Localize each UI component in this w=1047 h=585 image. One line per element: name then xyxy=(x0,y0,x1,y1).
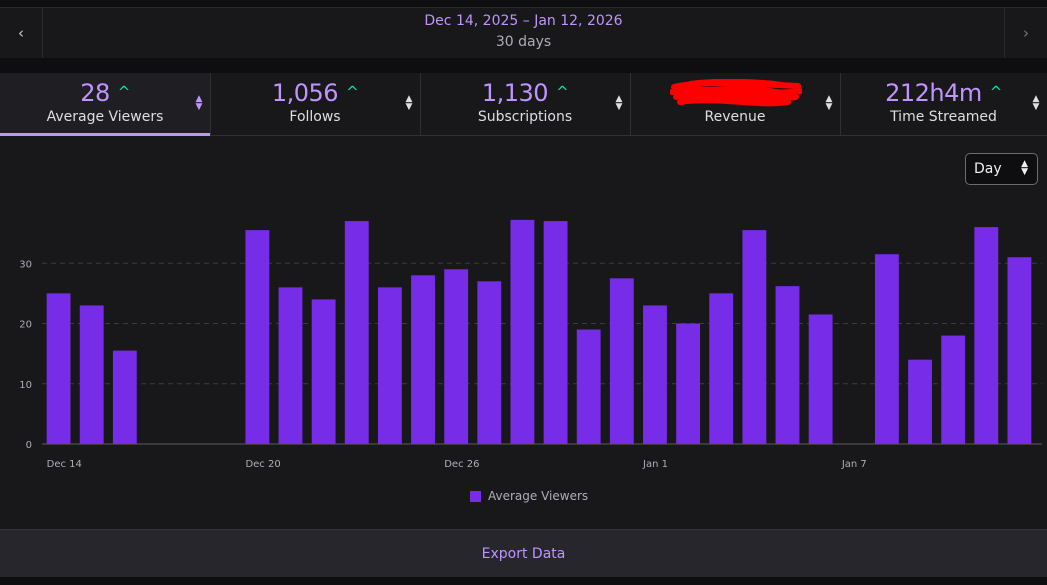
tab-average-viewers[interactable]: 28 ^ Average Viewers ▲ ▼ xyxy=(0,73,211,136)
bar xyxy=(709,293,734,444)
previous-period-button[interactable]: ‹ xyxy=(0,8,43,58)
bar xyxy=(411,275,435,444)
tab-label: Average Viewers xyxy=(46,109,164,125)
granularity-value: Day xyxy=(974,161,1002,177)
bar xyxy=(245,230,270,444)
chevron-right-icon: › xyxy=(1023,24,1029,42)
bar xyxy=(676,323,701,444)
trend-up-icon: ^ xyxy=(556,83,569,101)
tab-subscriptions[interactable]: 1,130 ^ Subscriptions ▲ ▼ xyxy=(420,73,631,135)
date-range-label: Dec 14, 2025 – Jan 12, 2026 xyxy=(424,13,623,29)
legend-label: Average Viewers xyxy=(488,489,589,503)
x-tick-label: Jan 1 xyxy=(642,459,668,470)
sort-icon: ▲ ▼ xyxy=(615,94,623,112)
legend-swatch xyxy=(470,490,481,502)
chart-legend: Average Viewers xyxy=(470,488,588,504)
tab-time-streamed[interactable]: 212h4m ^ Time Streamed ▲ ▼ xyxy=(840,73,1047,135)
next-period-button[interactable]: › xyxy=(1004,8,1047,58)
sort-icon: ▲ ▼ xyxy=(825,94,833,112)
tab-revenue[interactable]: Revenue ▲ ▼ xyxy=(630,73,841,135)
x-tick-label: Dec 20 xyxy=(245,459,280,470)
bar xyxy=(477,281,502,444)
trend-up-icon: ^ xyxy=(989,83,1003,101)
y-tick-label: 40 xyxy=(19,208,32,210)
tab-label: Subscriptions xyxy=(477,109,573,125)
bar xyxy=(344,221,369,444)
average-viewers-chart: 0 10 20 30 40 Dec 14 Dec 20 Dec 26 Jan 1 Jan 7 xyxy=(19,208,1042,470)
x-tick-label: Dec 14 xyxy=(47,459,82,470)
bar xyxy=(874,254,899,444)
granularity-select[interactable]: Day ▲ ▼ xyxy=(965,153,1038,185)
chevron-left-icon: ‹ xyxy=(18,24,24,42)
y-tick-label: 0 xyxy=(26,440,32,451)
tab-value: 1,056 ^ xyxy=(271,79,359,107)
bar xyxy=(576,329,601,444)
bar xyxy=(808,314,833,444)
bar xyxy=(941,335,966,444)
y-tick-label: 20 xyxy=(19,320,32,331)
date-range-duration: 30 days xyxy=(495,34,552,50)
trend-up-icon: ^ xyxy=(346,83,359,101)
y-tick-label: 30 xyxy=(19,259,32,270)
bar xyxy=(643,305,667,444)
bar xyxy=(112,350,137,444)
x-tick-label: Dec 26 xyxy=(444,459,479,470)
analytics-panel: 28 ^ Average Viewers ▲ ▼ 1,056 ^ Follows ▲ ▼… xyxy=(0,73,1047,529)
bar xyxy=(609,278,634,444)
bar xyxy=(278,287,303,444)
select-arrows-icon: ▲ ▼ xyxy=(1021,159,1028,177)
bar xyxy=(775,286,800,444)
redaction-scribble xyxy=(670,79,802,107)
bar xyxy=(510,219,535,444)
bar xyxy=(79,305,104,444)
bar xyxy=(742,230,767,444)
trend-up-icon: ^ xyxy=(117,83,131,101)
bar xyxy=(311,299,336,444)
bar xyxy=(444,269,469,444)
bar xyxy=(974,227,999,444)
metric-tabs: 28 ^ Average Viewers ▲ ▼ 1,056 ^ Follows ▲ ▼… xyxy=(0,73,1047,136)
bar xyxy=(377,287,402,444)
sort-icon: ▲ ▼ xyxy=(1032,94,1040,112)
bar xyxy=(543,221,568,444)
bar xyxy=(1007,257,1032,444)
sort-icon: ▲ ▼ xyxy=(195,94,203,112)
sort-icon: ▲ ▼ xyxy=(405,94,413,112)
tab-follows[interactable]: 1,056 ^ Follows ▲ ▼ xyxy=(210,73,421,135)
tab-value: 1,130 ^ xyxy=(481,79,569,107)
bar xyxy=(46,293,71,444)
tab-label: Follows xyxy=(289,109,341,125)
tab-value: 212h4m ^ xyxy=(885,79,1003,107)
tab-label: Revenue xyxy=(704,109,766,125)
y-tick-label: 10 xyxy=(19,380,32,391)
x-tick-label: Jan 7 xyxy=(841,459,867,470)
tab-label: Time Streamed xyxy=(890,109,997,125)
bar xyxy=(908,359,932,444)
tab-value: 28 ^ xyxy=(80,79,131,107)
date-navigator: ‹ Dec 14, 2025 – Jan 12, 2026 30 days › xyxy=(0,7,1047,59)
export-data-button[interactable]: Export Data xyxy=(0,529,1047,578)
